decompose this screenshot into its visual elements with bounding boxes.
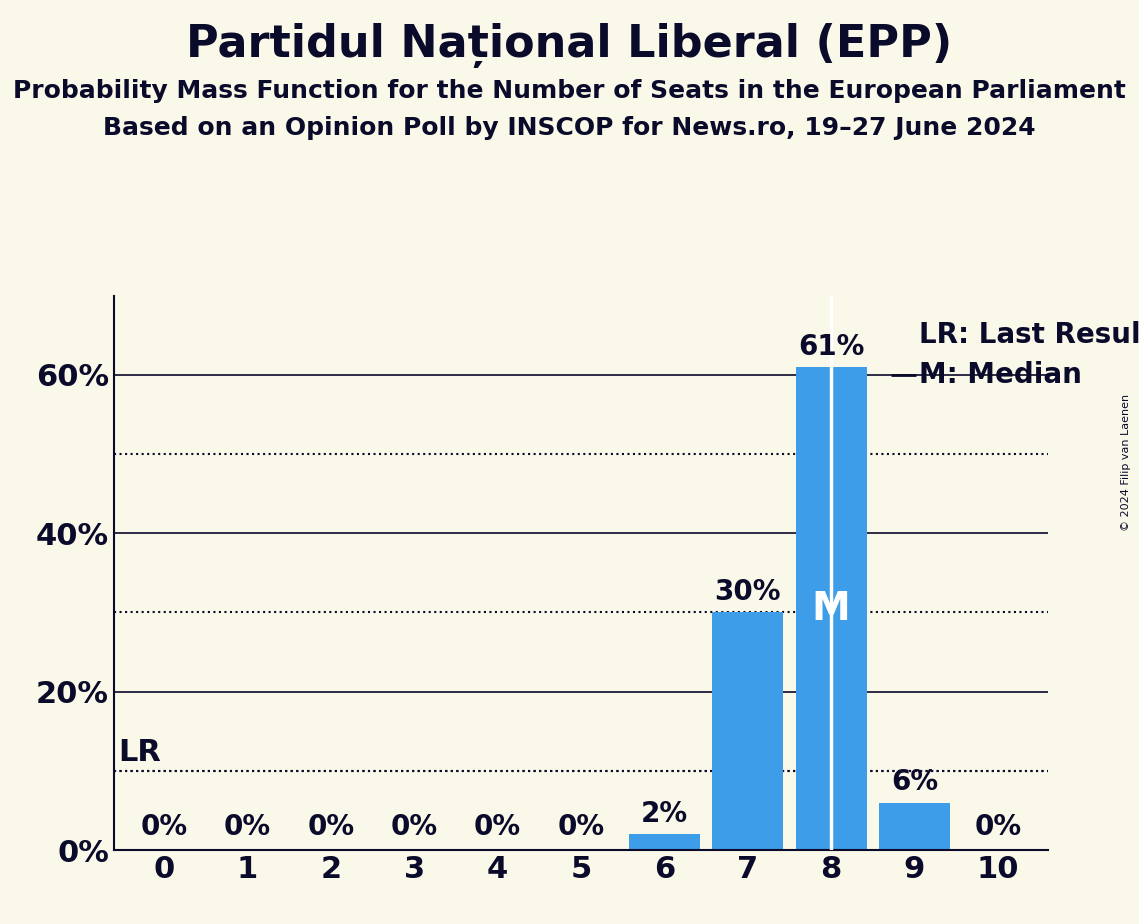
Text: LR: Last Result: LR: Last Result xyxy=(919,322,1139,349)
Bar xyxy=(712,613,784,850)
Text: 6%: 6% xyxy=(891,768,939,796)
Text: LR: LR xyxy=(118,738,161,767)
Text: 30%: 30% xyxy=(714,578,781,606)
Text: 0%: 0% xyxy=(474,812,521,841)
Text: 0%: 0% xyxy=(974,812,1022,841)
Text: 0%: 0% xyxy=(223,812,271,841)
Text: 0%: 0% xyxy=(140,812,188,841)
Text: 0%: 0% xyxy=(308,812,354,841)
Text: Probability Mass Function for the Number of Seats in the European Parliament: Probability Mass Function for the Number… xyxy=(13,79,1126,103)
Text: 0%: 0% xyxy=(557,812,605,841)
Text: © 2024 Filip van Laenen: © 2024 Filip van Laenen xyxy=(1121,394,1131,530)
Bar xyxy=(879,803,950,850)
Text: 0%: 0% xyxy=(391,812,437,841)
Text: 2%: 2% xyxy=(641,800,688,828)
Bar xyxy=(796,367,867,850)
Bar xyxy=(629,834,699,850)
Text: 61%: 61% xyxy=(798,333,865,360)
Text: M: Median: M: Median xyxy=(919,361,1082,389)
Text: M: M xyxy=(812,590,851,627)
Text: Based on an Opinion Poll by INSCOP for News.ro, 19–27 June 2024: Based on an Opinion Poll by INSCOP for N… xyxy=(104,116,1035,140)
Text: Partidul Național Liberal (EPP): Partidul Național Liberal (EPP) xyxy=(187,23,952,68)
